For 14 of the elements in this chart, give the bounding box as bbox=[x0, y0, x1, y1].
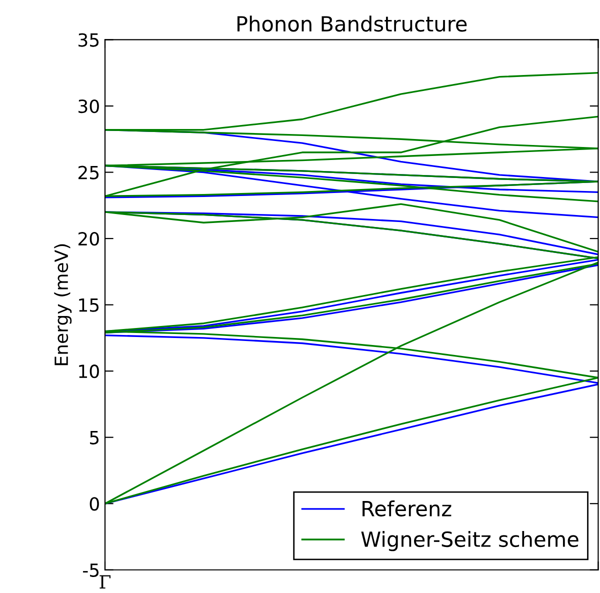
y-tick-label: 35 bbox=[78, 33, 99, 47]
y-axis-title: Energy (meV) bbox=[54, 244, 72, 366]
y-tick-label: 0 bbox=[90, 497, 99, 511]
y-tick-label: 10 bbox=[79, 364, 99, 378]
x-tick-label: Γ bbox=[100, 575, 111, 588]
y-tick-label: 30 bbox=[78, 99, 99, 114]
y-tick-label: 5 bbox=[90, 431, 99, 444]
chart-title: Phonon Bandstructure bbox=[237, 16, 467, 32]
legend-label: Wigner-Seitz scheme bbox=[361, 530, 578, 552]
y-tick-label: -5 bbox=[83, 564, 99, 577]
legend-label: Referenz bbox=[362, 500, 452, 517]
y-tick-label: 20 bbox=[78, 232, 99, 246]
y-tick-label: 25 bbox=[78, 166, 99, 180]
y-tick-label: 15 bbox=[79, 298, 99, 312]
